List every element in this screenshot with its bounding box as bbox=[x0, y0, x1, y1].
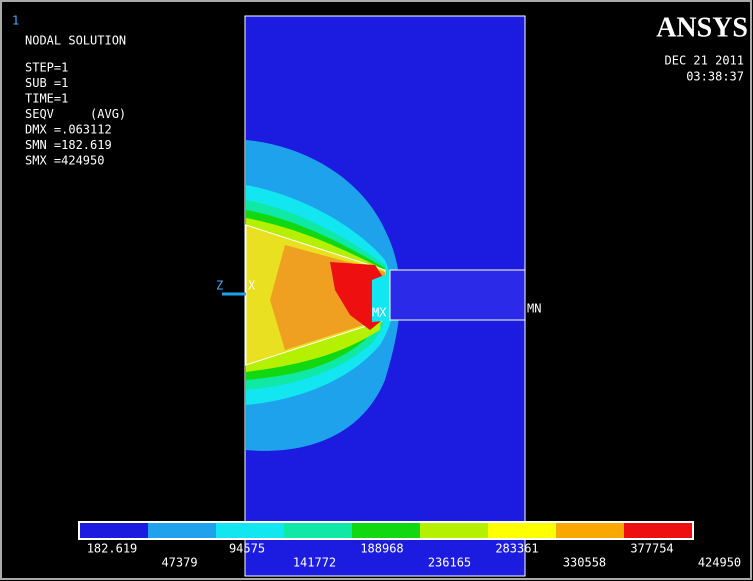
info-line: SUB =1 bbox=[25, 76, 68, 90]
legend-band bbox=[624, 523, 692, 538]
info-line: TIME=1 bbox=[25, 92, 68, 106]
min-marker: MN bbox=[527, 302, 541, 316]
info-line: SMN =182.619 bbox=[25, 138, 112, 152]
legend-label: 236165 bbox=[428, 556, 471, 570]
legend-band bbox=[420, 523, 488, 538]
legend-label: 424950 bbox=[698, 556, 741, 570]
legend-label: 188968 bbox=[360, 542, 403, 556]
legend-label: 182.619 bbox=[87, 542, 138, 556]
legend-band bbox=[556, 523, 624, 538]
legend-label: 94575 bbox=[229, 542, 265, 556]
page: 1 NODAL SOLUTION STEP=1SUB =1 TIME=1SEQV … bbox=[0, 0, 753, 581]
ansys-window: 1 NODAL SOLUTION STEP=1SUB =1 TIME=1SEQV … bbox=[0, 0, 753, 581]
window-number: 1 bbox=[12, 14, 19, 28]
legend-band bbox=[148, 523, 216, 538]
legend-band bbox=[488, 523, 556, 538]
logo: ANSYS bbox=[656, 12, 748, 43]
info-line: SEQV (AVG) bbox=[25, 107, 126, 121]
legend-label: 283361 bbox=[495, 542, 538, 556]
legend-band bbox=[352, 523, 420, 538]
info-title: NODAL SOLUTION bbox=[25, 34, 126, 48]
model bbox=[222, 16, 525, 576]
legend-label: 377754 bbox=[630, 542, 673, 556]
legend-band bbox=[80, 523, 148, 538]
info-line: STEP=1 bbox=[25, 61, 68, 75]
legend-label: 47379 bbox=[161, 556, 197, 570]
x-label: X bbox=[248, 279, 256, 293]
info-line: SMX =424950 bbox=[25, 154, 104, 168]
legend-label: 330558 bbox=[563, 556, 606, 570]
date: DEC 21 2011 bbox=[665, 54, 744, 68]
info-line: DMX =.063112 bbox=[25, 123, 112, 137]
legend-band bbox=[284, 523, 352, 538]
max-marker: MX bbox=[372, 306, 387, 320]
z-label: Z bbox=[216, 279, 223, 293]
legend-label: 141772 bbox=[293, 556, 336, 570]
time: 03:38:37 bbox=[686, 70, 744, 84]
legend-band bbox=[216, 523, 284, 538]
slot bbox=[390, 270, 525, 320]
